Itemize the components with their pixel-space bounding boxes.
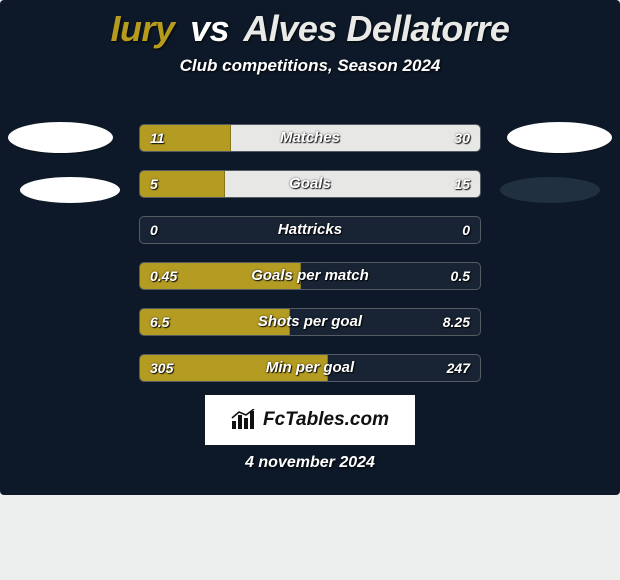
- stat-label: Min per goal: [140, 355, 480, 381]
- date-label: 4 november 2024: [0, 454, 620, 472]
- logo-text: FcTables.com: [263, 409, 389, 431]
- fctables-logo: FcTables.com: [205, 395, 415, 445]
- stat-row: 305247Min per goal: [139, 354, 481, 382]
- stat-label: Goals per match: [140, 263, 480, 289]
- bar-chart-icon: [231, 409, 257, 431]
- stat-label: Matches: [140, 125, 480, 151]
- comparison-card: Iury vs Alves Dellatorre Club competitio…: [0, 0, 620, 495]
- player1-name: Iury: [111, 8, 175, 49]
- player2-club-placeholder: [500, 177, 600, 203]
- stat-label: Hattricks: [140, 217, 480, 243]
- subtitle: Club competitions, Season 2024: [0, 56, 620, 76]
- stat-row: 6.58.25Shots per goal: [139, 308, 481, 336]
- stat-row: 0.450.5Goals per match: [139, 262, 481, 290]
- stat-row: 1130Matches: [139, 124, 481, 152]
- stats-bars: 1130Matches 515Goals 00Hattricks 0.450.5Goa…: [139, 124, 481, 400]
- player1-club-placeholder: [20, 177, 120, 203]
- page-title: Iury vs Alves Dellatorre: [0, 0, 620, 50]
- stat-row: 515Goals: [139, 170, 481, 198]
- stat-label: Goals: [140, 171, 480, 197]
- vs-label: vs: [190, 8, 229, 49]
- player2-avatar-placeholder: [507, 122, 612, 153]
- player1-avatar-placeholder: [8, 122, 113, 153]
- player2-name: Alves Dellatorre: [243, 8, 509, 49]
- stat-label: Shots per goal: [140, 309, 480, 335]
- stat-row: 00Hattricks: [139, 216, 481, 244]
